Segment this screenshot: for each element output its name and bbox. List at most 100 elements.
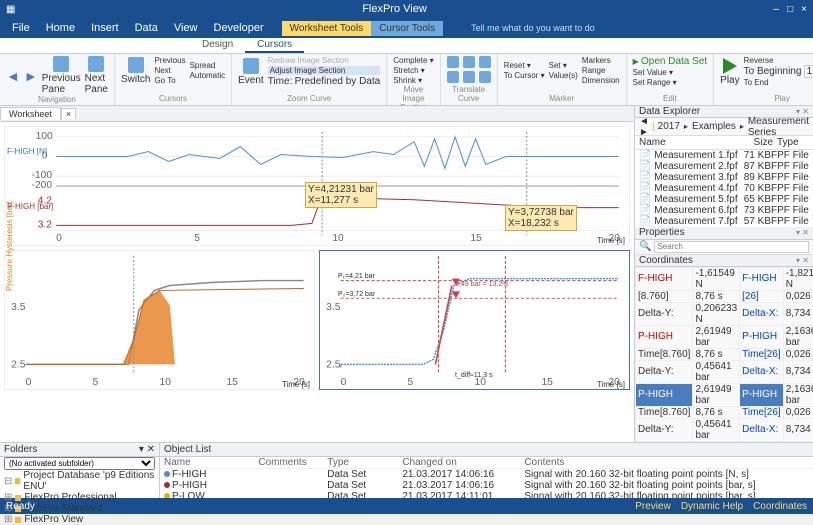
app-title: FlexPro View [362,3,427,15]
folders-title: Folders [4,444,37,455]
search-input[interactable] [654,241,809,253]
marker-markers[interactable]: Markers [582,56,620,65]
folder-icon [653,123,654,131]
nav-fwd[interactable]: ► [24,68,38,84]
close-button[interactable]: × [801,4,807,15]
folder-item[interactable]: ⊟Project Database 'p9 Editions ENU' [0,470,159,492]
marker-set[interactable]: Set ▾ [549,61,578,70]
cursor-tip-1: Y=4,21231 barX=11,277 s [305,182,377,208]
app-icon: ▦ [6,4,15,15]
file-row[interactable]: 📄 Measurement 6.fpf73 KBFPF File [635,205,813,216]
edit-open[interactable]: ▶ Open Data Set [633,56,708,67]
svg-text:5: 5 [408,377,414,388]
col-name[interactable]: Name [635,136,745,149]
chart-bottom-left[interactable]: Pressure Hysteresis [bar] Time [s] 05101… [4,250,315,390]
coord-row: F-HIGH-1,61549 NF-HIGH-1,82172 N [636,267,813,290]
marker-reset[interactable]: Reset ▾ [504,61,545,70]
curve-complete[interactable]: Complete ▾ [393,56,433,65]
marker-tocursor[interactable]: To Cursor ▾ [504,71,545,80]
coord-row: Delta-Y:0,45641 barDelta-X:8,734 s [636,360,813,383]
file-row[interactable]: 📄 Measurement 5.fpf65 KBFPF File [635,194,813,205]
file-row[interactable]: 📄 Measurement 2.fpf87 KBFPF File [635,161,813,172]
menu-data[interactable]: Data [127,22,166,34]
tooltab-worksheet[interactable]: Worksheet Tools [282,21,372,36]
edit-setrange[interactable]: Set Range ▾ [633,78,708,87]
cursor-tip-2: Y=3,72738 barX=18,232 s [505,205,577,231]
menu-file[interactable]: File [4,22,38,34]
play-tobeg[interactable]: To Beginning 1:1 [744,66,813,77]
cursor-spread[interactable]: Spread [190,61,226,70]
chart-bottom-right[interactable]: Time [s] 05101520 3.52.5 [319,250,630,390]
cursor-switch[interactable]: Switch [121,57,150,85]
marker-dim[interactable]: Dimension [582,76,620,85]
file-row[interactable]: 📄 Measurement 3.fpf89 KBFPF File [635,172,813,183]
group-zoom: Zoom Curve [238,94,380,103]
curve-shrink[interactable]: Shrink ▾ [393,76,433,85]
menu-home[interactable]: Home [38,22,83,34]
pin-icon[interactable]: ▾ ✕ [796,107,809,116]
file-row[interactable]: 📄 Measurement 7.fpf57 KBFPF File [635,216,813,227]
subtab-design[interactable]: Design [190,38,245,53]
objlist-row[interactable]: P-HIGHData Set21.03.2017 14:06:16Signal … [160,480,813,491]
svg-text:3.5: 3.5 [326,302,341,313]
svg-text:0: 0 [56,233,62,244]
search-icon: 🔍 [639,241,651,252]
status-ready: Ready [6,501,35,512]
cursor-auto[interactable]: Automatic [190,71,226,80]
tooltab-cursor[interactable]: Cursor Tools [371,21,443,36]
coord-row: Time[8.760]8,76 sTime[26]0,026 s [636,348,813,360]
marker-value[interactable]: Value(s) [549,71,578,80]
folder-item[interactable]: ⊞FlexPro View [0,514,159,525]
menu-developer[interactable]: Developer [206,22,272,34]
menu-insert[interactable]: Insert [83,22,127,34]
tell-me[interactable]: Tell me what do you want to do [463,23,603,33]
zoom-preset[interactable]: Predefined by Data [295,76,381,87]
coord-row: [8.760]8,76 s[26]0,026 s [636,290,813,302]
svg-text:0: 0 [341,377,347,388]
zoom-event[interactable]: Event [238,58,264,86]
edit-setvalue[interactable]: Set Value ▾ [633,68,708,77]
cursor-next[interactable]: Next [154,66,185,75]
menu-view[interactable]: View [166,22,206,34]
objlist-row[interactable]: P-LOWData Set21.03.2017 14:11:01Signal w… [160,491,813,498]
coord-row: P-HIGH2,61949 barP-HIGH2,16369 bar [636,325,813,348]
worksheet-close[interactable]: × [61,108,76,119]
file-row[interactable]: 📄 Measurement 4.fpf70 KBFPF File [635,183,813,194]
subtab-cursors[interactable]: Cursors [245,38,304,53]
breadcrumb[interactable]: ◄ ► 2017▸Examples▸Measurement Series [635,118,813,136]
marker-range[interactable]: Range [582,66,620,75]
file-row[interactable]: 📄 Measurement 1.fpf71 KBFPF File [635,150,813,161]
curve-stretch[interactable]: Stretch ▾ [393,66,433,75]
status-preview[interactable]: Preview [635,501,671,512]
zoom-adjust[interactable]: Adjust Image Section [268,66,381,75]
chart-top[interactable]: F-HIGH [N] P-HIGH [bar] Time [s] [4,126,630,246]
status-help[interactable]: Dynamic Help [681,501,743,512]
group-translate: Translate Curve [447,85,491,103]
coord-row: Delta-Y:0,206233 NDelta-X:8,734 s [636,302,813,325]
play-button[interactable]: Play [720,58,739,86]
group-play: Play [720,94,813,103]
play-toend[interactable]: To End [744,78,813,87]
worksheet-tab[interactable]: Worksheet [0,107,61,120]
col-type[interactable]: Type [775,136,813,149]
cursor-prev[interactable]: Previous [154,56,185,65]
svg-text:15: 15 [226,377,238,388]
next-pane[interactable]: Next Pane [85,56,108,95]
svg-text:3.2: 3.2 [38,219,53,230]
svg-text:5: 5 [93,377,99,388]
objlist-row[interactable]: F-HIGHData Set21.03.2017 14:06:16Signal … [160,469,813,481]
play-reverse[interactable]: Reverse [744,56,813,65]
col-size[interactable]: Size [745,136,775,149]
prev-pane[interactable]: Previous Pane [42,56,81,95]
svg-text:3.5: 3.5 [11,302,26,313]
svg-text:-200: -200 [32,180,53,191]
max-button[interactable]: □ [787,4,793,15]
folder-select[interactable]: (No activated subfolder) [4,457,155,470]
nav-back[interactable]: ◄ [6,68,20,84]
group-nav: Navigation [6,95,108,104]
zoom-redraw[interactable]: Redraw Image Section [268,56,381,65]
cursor-goto[interactable]: Go To [154,76,185,85]
svg-text:0: 0 [26,377,32,388]
status-coords[interactable]: Coordinates [753,501,807,512]
min-button[interactable]: – [774,4,780,15]
